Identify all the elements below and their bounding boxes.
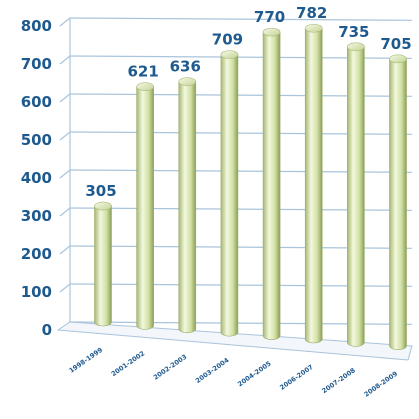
gridline-depth	[59, 207, 71, 217]
bar	[220, 50, 239, 337]
gridline-depth	[59, 17, 71, 27]
data-label: 782	[296, 4, 327, 22]
x-tick-label: 2006-2007	[278, 363, 314, 392]
bar-top	[220, 50, 239, 59]
bar-top	[347, 42, 365, 52]
bars	[94, 23, 407, 351]
bar-top	[389, 54, 407, 64]
x-tick-label: 2007-2008	[320, 366, 357, 395]
x-tick-label: 2003-2004	[194, 356, 231, 385]
bar	[347, 42, 365, 347]
y-tick-label: 100	[21, 283, 52, 301]
bar	[389, 54, 407, 351]
bar-body	[94, 205, 112, 327]
x-tick-label: 2002-2003	[152, 353, 188, 382]
y-tick-label: 400	[21, 169, 52, 187]
data-label: 305	[85, 182, 116, 200]
data-label: 770	[254, 8, 285, 26]
x-tick-label: 2001-2002	[110, 349, 146, 378]
data-label: 709	[212, 31, 243, 49]
data-label: 636	[170, 58, 201, 76]
bar	[94, 201, 112, 327]
bar-body	[304, 27, 323, 344]
x-tick-label: 2008-2009	[363, 369, 400, 398]
bar-body	[389, 58, 407, 351]
bar-top	[262, 27, 281, 37]
gridline-depth	[59, 169, 71, 179]
gridline-depth	[59, 55, 71, 65]
y-tick-label: 300	[21, 207, 52, 225]
data-label: 705	[380, 35, 411, 53]
gridline-depth	[59, 283, 71, 293]
data-labels: 305 621 636 709 770 782 735 705	[85, 4, 411, 200]
gridline-depth	[59, 93, 71, 103]
y-tick-label: 700	[21, 55, 52, 73]
data-label: 735	[338, 23, 369, 41]
bar-top	[304, 23, 323, 33]
bar-top	[136, 82, 154, 91]
y-tick-label: 600	[21, 93, 52, 111]
y-tick-label: 800	[21, 17, 52, 35]
y-axis-ticks: 0 100 200 300 400 500 600 700 800	[21, 17, 52, 339]
bar-top	[178, 77, 197, 86]
x-tick-label: 1998-1999	[68, 346, 105, 375]
bar-body	[347, 46, 365, 347]
bar	[262, 27, 281, 340]
chart-floor	[56, 321, 413, 361]
bar-body	[262, 31, 281, 340]
gridline-depth	[59, 131, 71, 141]
y-tick-label: 200	[21, 245, 52, 263]
bar-body	[178, 81, 197, 334]
y-tick-label: 500	[21, 131, 52, 149]
data-label: 621	[127, 63, 158, 81]
bar	[304, 23, 323, 344]
gridline	[69, 17, 413, 21]
bar-body	[220, 54, 239, 337]
bar-top	[94, 201, 112, 211]
gridline-depth	[59, 245, 71, 255]
y-tick-label: 0	[42, 321, 52, 339]
bar	[136, 82, 154, 330]
x-tick-label: 2004-2005	[236, 359, 273, 388]
bar	[178, 77, 197, 334]
bar-body	[136, 86, 154, 330]
